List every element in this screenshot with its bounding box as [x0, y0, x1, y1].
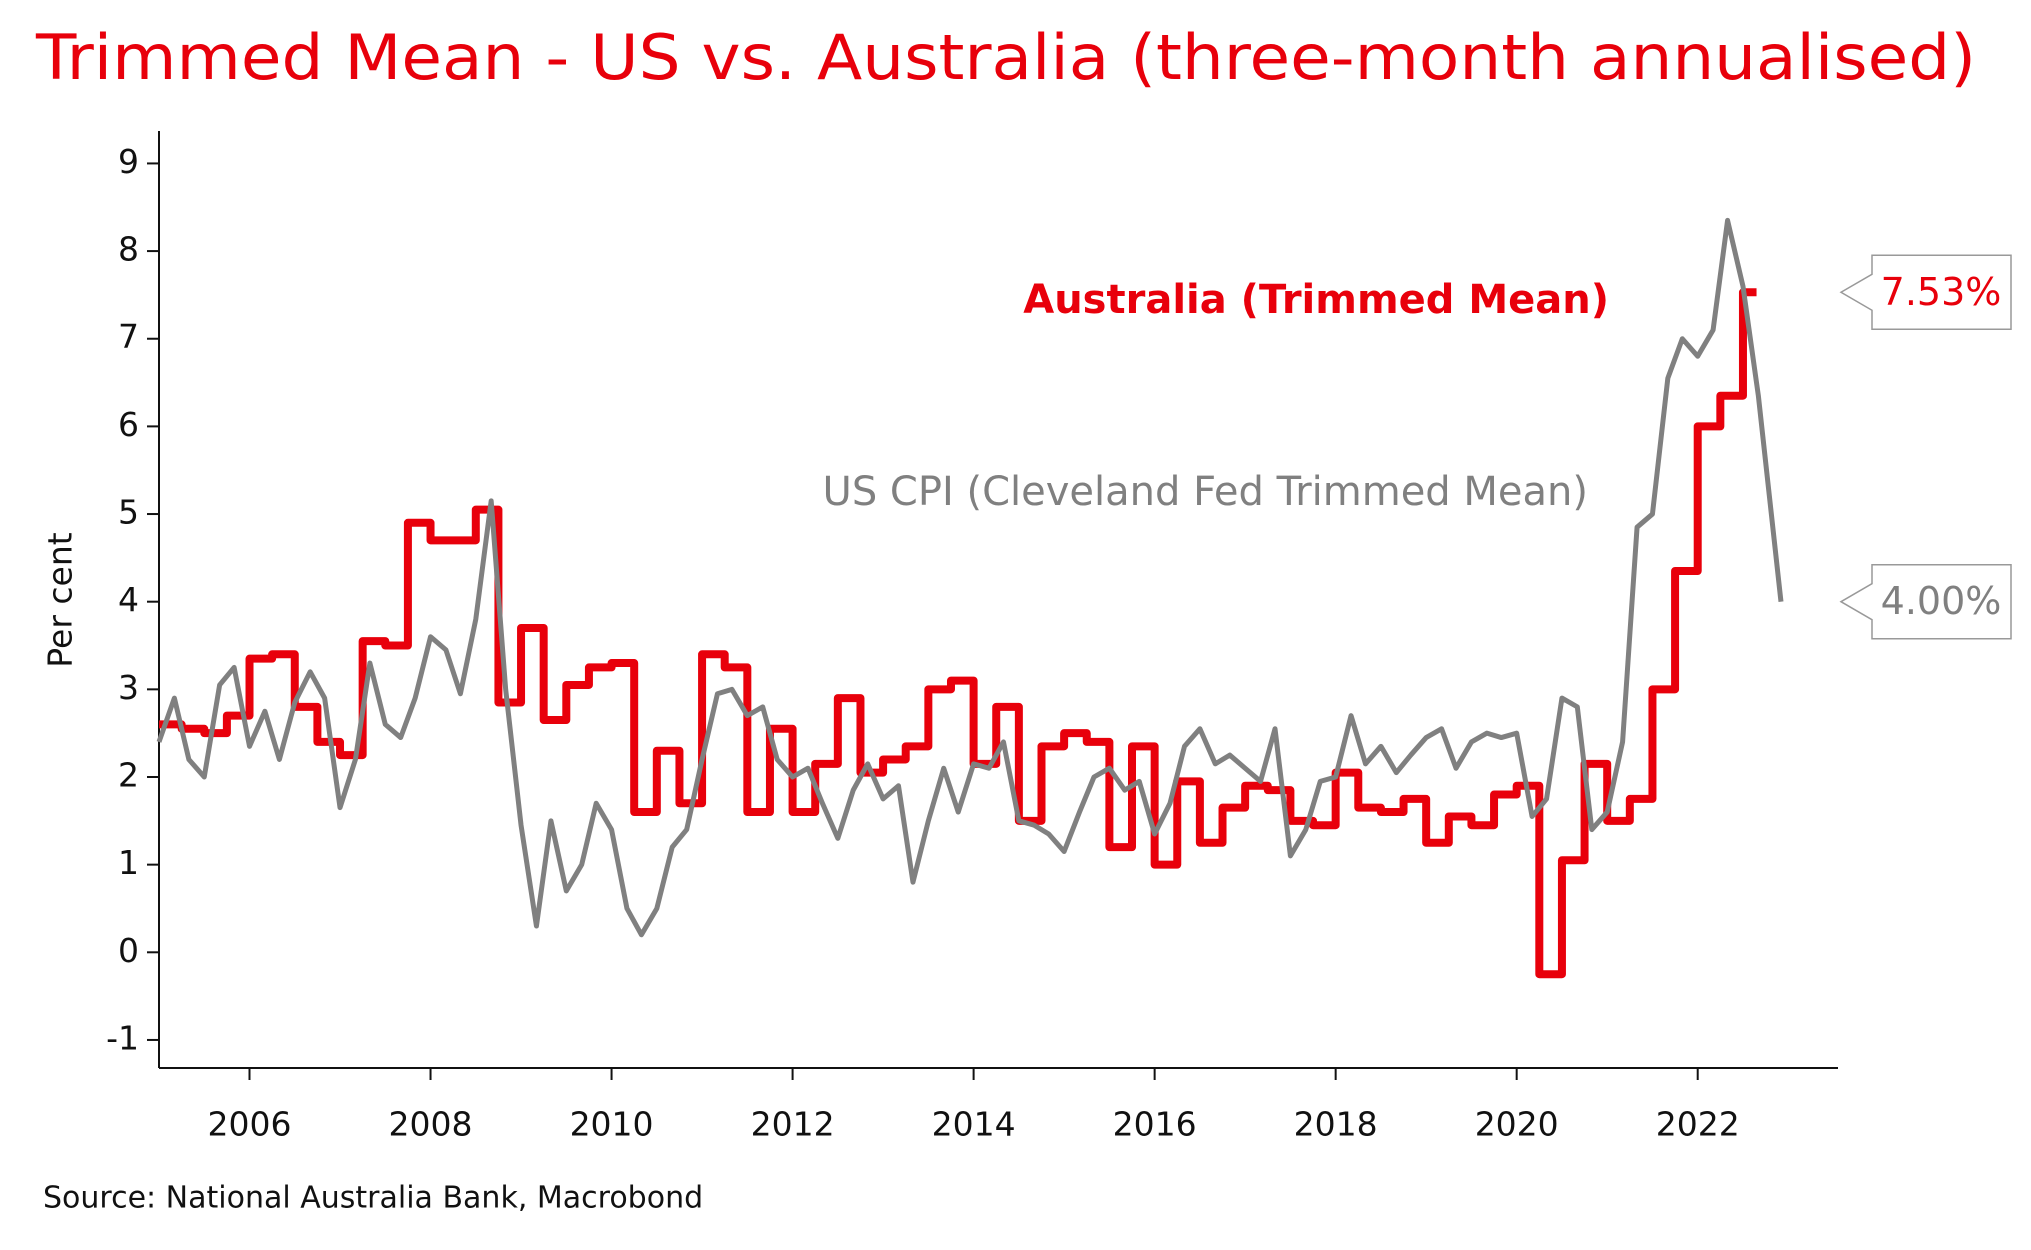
x-tick-label: 2018 — [1294, 1105, 1378, 1144]
x-tick-label: 2016 — [1113, 1105, 1197, 1144]
x-tick-label: 2014 — [932, 1105, 1016, 1144]
series-label: Australia (Trimmed Mean) — [1023, 277, 1609, 323]
y-axis-label: Per cent — [41, 532, 80, 667]
x-tick-label: 2008 — [389, 1105, 473, 1144]
chart-title: Trimmed Mean - US vs. Australia (three-m… — [35, 21, 1976, 94]
x-tick-label: 2012 — [751, 1105, 835, 1144]
callout-box — [1839, 254, 2012, 331]
x-tick-label: 2022 — [1656, 1105, 1740, 1144]
x-tick-label: 2010 — [570, 1105, 654, 1144]
y-tick-label: 6 — [118, 405, 139, 444]
y-tick-label: 0 — [118, 931, 139, 970]
series-line — [159, 288, 1757, 979]
series-label: US CPI (Cleveland Fed Trimmed Mean) — [823, 469, 1588, 515]
x-tick-label: 2020 — [1475, 1105, 1559, 1144]
x-tick-label: 2006 — [208, 1105, 292, 1144]
y-tick-label: 3 — [118, 668, 139, 707]
y-tick-label: 2 — [118, 755, 139, 794]
y-tick-label: -1 — [106, 1018, 139, 1057]
callout-box — [1839, 563, 2012, 640]
y-tick-label: 7 — [118, 317, 139, 356]
end-label: 7.53% — [1881, 270, 2002, 314]
y-tick-label: 9 — [118, 142, 139, 181]
y-tick-label: 4 — [118, 580, 139, 619]
y-tick-label: 1 — [118, 843, 139, 882]
y-tick-label: 5 — [118, 493, 139, 532]
y-tick-label: 8 — [118, 230, 139, 269]
end-label: 4.00% — [1881, 579, 2002, 623]
series-line — [156, 217, 1784, 938]
source: Source: National Australia Bank, Macrobo… — [43, 1181, 703, 1216]
